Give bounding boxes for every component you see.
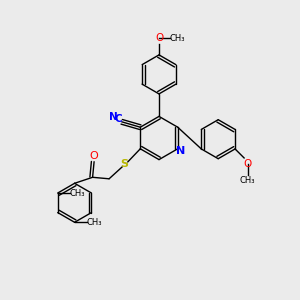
Text: O: O — [155, 33, 163, 43]
Text: CH₃: CH₃ — [170, 34, 185, 43]
Text: N: N — [176, 146, 185, 156]
Text: CH₃: CH₃ — [240, 176, 255, 185]
Text: O: O — [244, 159, 252, 169]
Text: N: N — [109, 112, 118, 122]
Text: CH₃: CH₃ — [70, 189, 85, 198]
Text: CH₃: CH₃ — [86, 218, 102, 227]
Text: S: S — [121, 159, 129, 170]
Text: C: C — [114, 114, 122, 124]
Text: O: O — [90, 151, 98, 161]
